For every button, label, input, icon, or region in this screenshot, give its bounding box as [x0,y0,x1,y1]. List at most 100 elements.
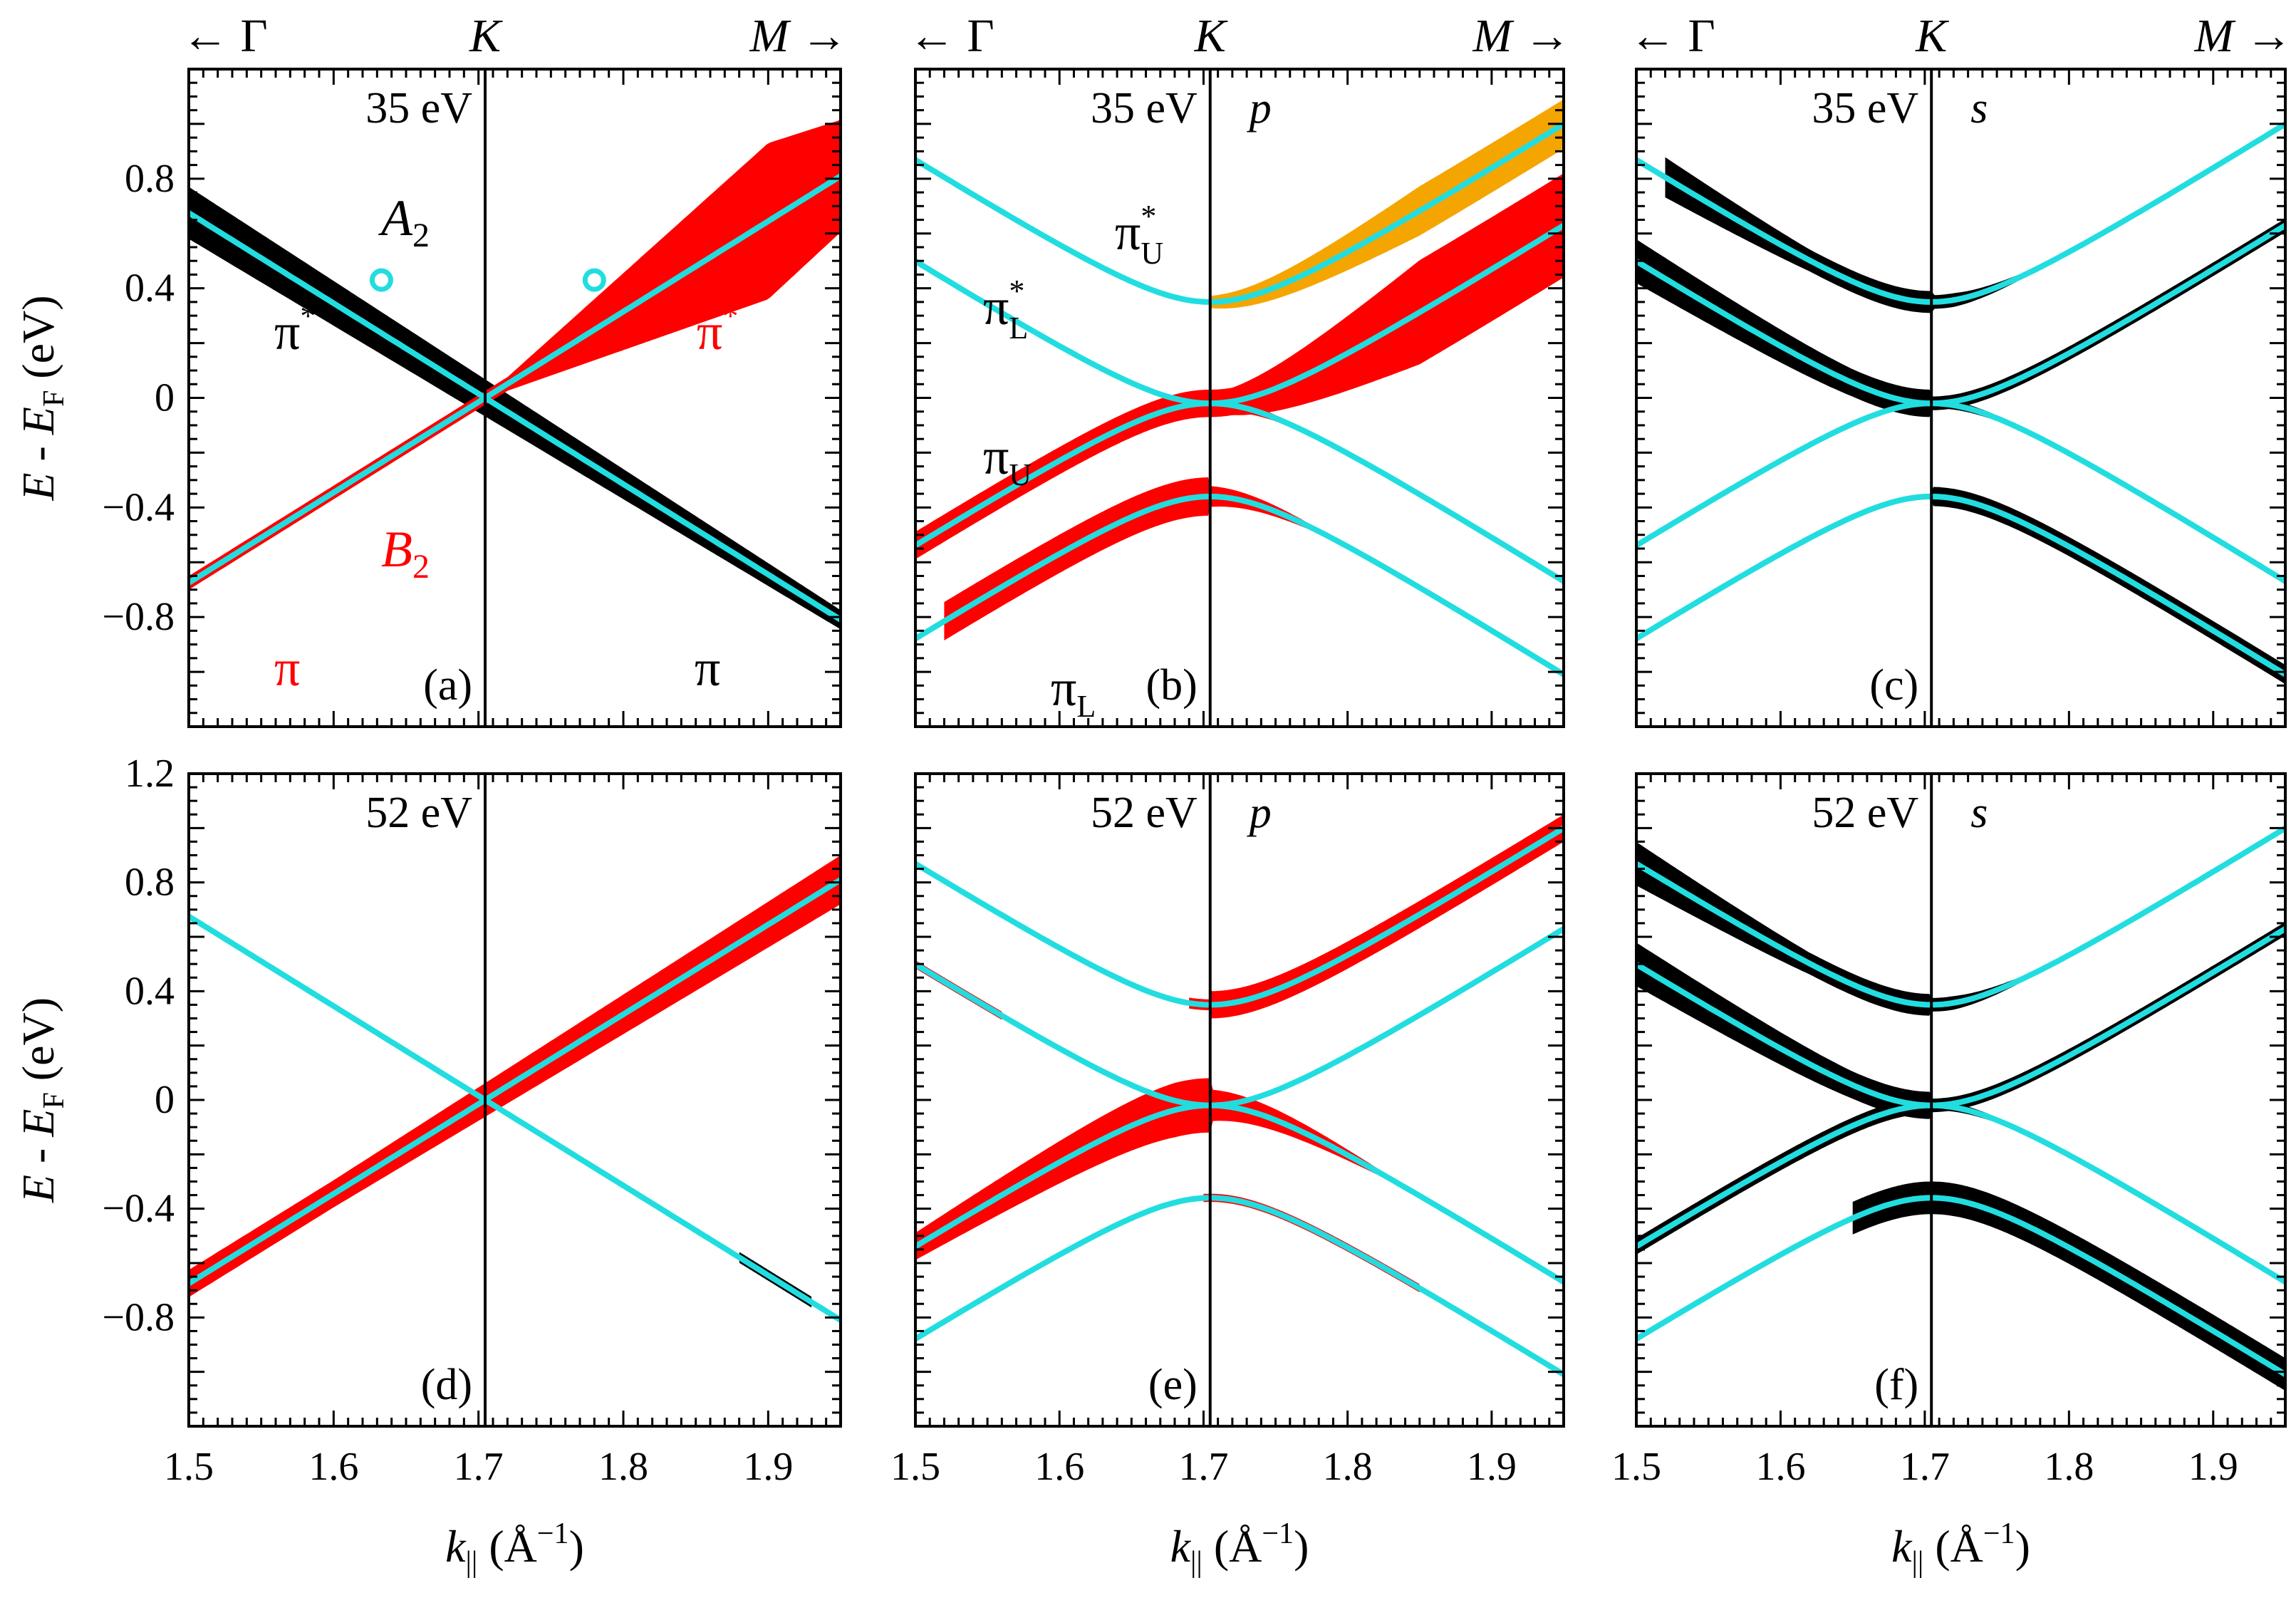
band-piL-red [944,477,1319,640]
point-marker [369,268,393,292]
label-pi-star-black: π* [274,298,316,360]
panel-label: (e) [1148,1361,1198,1409]
dispersion-line-up [189,876,841,1287]
band-piL-black [1694,487,2285,685]
panel-b: 35 eV p (b) ← Γ K M → π* U π* L πU πL [908,10,1571,728]
plot-area-c [1636,120,2285,685]
x-tick-label: 1.8 [598,1445,648,1489]
y-tick-label: 0.4 [125,266,175,311]
polarization-label: p [1247,84,1272,133]
gamma-direction-label: ← Γ [908,10,994,62]
label-pi-star-L: π* L [983,274,1028,346]
dispersion-line-down [189,209,841,623]
band-piLstar-black [1636,922,2285,1119]
label-pi-L: πL [1051,660,1096,724]
dispersion-piL [915,1195,1564,1378]
x-tick-label: 1.9 [1467,1445,1517,1489]
x-tick-label: 1.7 [1900,1445,1950,1489]
band-piLstar-red [1189,173,1564,417]
dispersion-line-down [189,913,841,1324]
y-axis-label: E - EF (eV) [13,997,71,1203]
band-piU-black-left [1636,1097,1925,1255]
energy-label: 35 eV [1091,84,1198,133]
dispersion-piLstar [1636,925,2285,1108]
dispersion-piL [915,494,1564,678]
k-point-label: K [469,10,503,62]
y-tick-label: −0.4 [102,1187,175,1231]
y-tick-label: 0 [155,1078,175,1122]
y-tick-label: 0.8 [125,157,175,201]
label-pi-U: πU [983,428,1032,492]
dispersion-piUstar [915,120,1564,305]
plot-area-e [915,814,1564,1378]
y-tick-label: −0.4 [102,485,175,529]
x-tick-label: 1.6 [1034,1445,1084,1489]
k-point-label: K [1194,10,1228,62]
x-axis-label: k|| (Å−1) [1170,1517,1309,1579]
panel-frame [914,772,1565,1428]
plot-area-f [1636,824,2285,1391]
panel-label: (a) [423,661,472,710]
dispersion-piUstar [1636,824,2285,1008]
x-tick-label: 1.7 [454,1445,504,1489]
band-piUstar-black [1636,828,2285,1016]
ticks-d [187,772,842,1428]
x-tick-label: 1.7 [1178,1445,1228,1489]
energy-label: 52 eV [1091,789,1198,837]
x-axis-label: k|| (Å−1) [445,1517,584,1579]
x-axis-label: k|| (Å−1) [1891,1517,2030,1579]
point-marker [582,268,606,292]
y-tick-label: 1.2 [125,752,175,796]
band-piL-red [1203,1193,1420,1292]
x-tick-label: 1.9 [743,1445,793,1489]
band-pi-red [189,120,841,590]
x-tick-label: 1.5 [890,1445,940,1489]
energy-label: 52 eV [1812,789,1918,837]
panel-label: (c) [1869,661,1918,710]
label-pi-red: π [274,640,300,697]
panel-label: (d) [421,1361,472,1409]
y-tick-label: −0.8 [102,595,175,639]
panel-frame [914,68,1565,728]
x-tick-label: 1.8 [1323,1445,1373,1489]
x-tick-label: 1.6 [1755,1445,1805,1489]
m-direction-label: M → [1472,10,1571,62]
energy-label: 35 eV [1812,84,1918,133]
m-direction-label: M → [749,10,848,62]
panel-frame [187,772,842,1428]
band-piLstar-black [1636,218,2285,417]
panel-c: 35 eV s (c) ← Γ K M → [1629,10,2292,728]
gamma-direction-label: ← Γ [182,10,268,62]
dispersion-piLstar [915,222,1564,407]
panel-frame [1635,68,2287,728]
polarization-label: p [1247,789,1272,837]
m-direction-label: M → [2194,10,2292,62]
panel-frame [187,68,842,728]
x-tick-label: 1.5 [1611,1445,1661,1489]
dispersion-piLstar [915,925,1564,1108]
panel-f: 52 eV s (f) 1.5 1.6 1.7 1.8 1.9 k|| (Å−1) [1611,772,2287,1579]
x-tick-label: 1.6 [308,1445,358,1489]
label-pi-black: π [695,640,720,697]
y-axis-label: E - EF (eV) [13,295,71,501]
band-piU-black [1910,1100,2069,1156]
dispersion-piU [1636,1102,2285,1286]
polarization-label: s [1970,84,1988,133]
dispersion-piU [915,1102,1564,1286]
polarization-label: s [1970,789,1988,837]
panel-label: (b) [1146,661,1197,710]
band-pi-red [189,855,841,1297]
dispersion-piUstar [915,824,1564,1008]
label-pi-star-U: π* U [1115,199,1163,271]
label-B2: B2 [381,521,430,586]
band-piU-red [915,1078,1521,1260]
y-tick-label: 0 [155,376,175,420]
k-point-label: K [1915,10,1949,62]
dispersion-piLstar [1636,222,2285,407]
panel-frame [1635,772,2287,1428]
dispersion-piL [1636,1195,2285,1378]
label-A2: A2 [378,189,430,254]
dispersion-piU [1636,400,2285,585]
panel-a: 35 eV (a) ← Γ K M → 0.8 0.4 0 −0.4 −0.8 E - EF (eV… [13,10,848,728]
